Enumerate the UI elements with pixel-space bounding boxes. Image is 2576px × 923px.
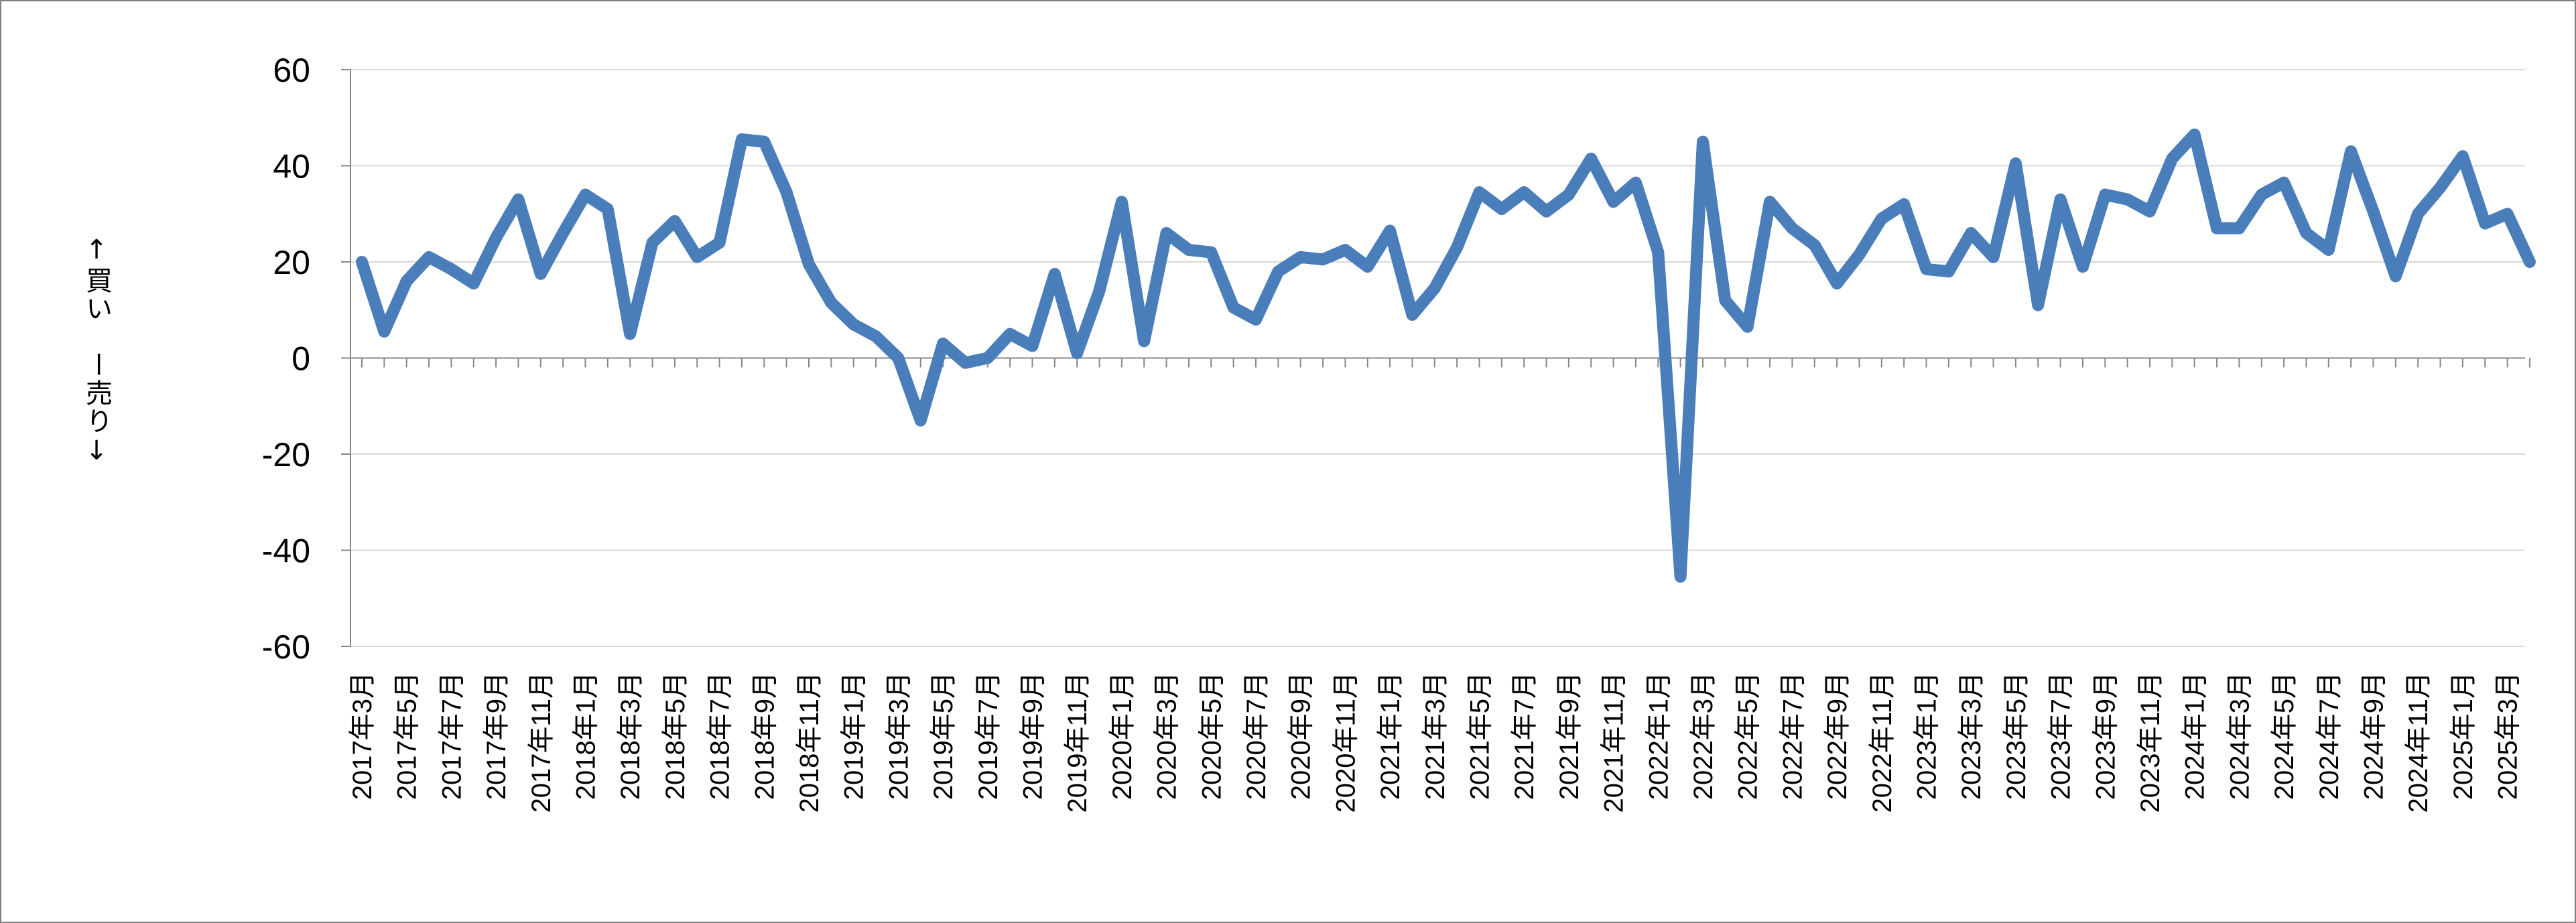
axes — [341, 69, 2530, 647]
y-tick-label: -20 — [262, 436, 310, 474]
x-tick-label: 2023年1月 — [1913, 672, 1942, 800]
x-tick-label: 2021年7月 — [1510, 672, 1539, 800]
y-tick-label: 60 — [273, 52, 310, 89]
y-tick-label: -40 — [262, 532, 310, 570]
x-tick-label: 2025年3月 — [2494, 672, 2523, 800]
y-tick-label: 20 — [273, 244, 310, 281]
x-tick-label: 2024年9月 — [2360, 672, 2389, 800]
x-tick-label: 2024年11月 — [2404, 672, 2433, 813]
x-tick-label: 2024年3月 — [2225, 672, 2254, 800]
x-tick-label: 2020年1月 — [1108, 672, 1137, 800]
x-tick-label: 2022年9月 — [1823, 672, 1852, 800]
x-tick-label: 2021年11月 — [1600, 672, 1629, 813]
x-tick-label: 2024年7月 — [2315, 672, 2344, 800]
x-tick-label: 2019年7月 — [974, 672, 1003, 800]
x-tick-label: 2017年9月 — [482, 672, 511, 800]
x-tick-label: 2018年9月 — [750, 672, 779, 800]
x-tick-label: 2019年9月 — [1019, 672, 1048, 800]
x-tick-label: 2023年5月 — [2002, 672, 2031, 800]
x-tick-label: 2018年1月 — [572, 672, 601, 800]
x-tick-label: 2022年1月 — [1644, 672, 1673, 800]
x-tick-label: 2023年3月 — [1957, 672, 1986, 800]
x-tick-label: 2022年7月 — [1778, 672, 1807, 800]
x-tick-label: 2024年1月 — [2181, 672, 2210, 800]
x-tick-label: 2025年1月 — [2449, 672, 2478, 800]
y-tick-label: 40 — [273, 148, 310, 186]
x-tick-label: 2021年1月 — [1376, 672, 1405, 800]
x-tick-label: 2017年3月 — [348, 672, 377, 800]
x-tick-label: 2020年5月 — [1197, 672, 1226, 800]
x-tick-label: 2020年9月 — [1287, 672, 1316, 800]
x-tick-label: 2021年9月 — [1555, 672, 1584, 800]
x-tick-label: 2023年9月 — [2091, 672, 2120, 800]
x-tick-label: 2022年3月 — [1689, 672, 1718, 800]
x-tick-label: 2023年7月 — [2047, 672, 2076, 800]
series — [356, 128, 2536, 583]
x-tick-label: 2023年11月 — [2136, 672, 2165, 813]
x-tick-label: 2019年5月 — [929, 672, 958, 800]
x-tick-label: 2018年11月 — [795, 672, 824, 813]
x-tick-label: 2022年11月 — [1868, 672, 1897, 813]
x-tick-label: 2020年11月 — [1331, 672, 1360, 813]
x-tick-label: 2018年5月 — [661, 672, 690, 800]
x-tick-label: 2017年7月 — [437, 672, 466, 800]
y-axis-title-text: ↑買い ー売り↓ — [81, 234, 112, 468]
y-axis-title: ↑買い ー売り↓ — [77, 234, 131, 489]
x-tick-label: 2019年1月 — [840, 672, 869, 800]
x-tick-label: 2019年11月 — [1063, 672, 1092, 813]
x-tick-label: 2022年5月 — [1734, 672, 1763, 800]
x-tick-label: 2017年5月 — [393, 672, 422, 800]
x-tick-label: 2021年3月 — [1421, 672, 1450, 800]
series-line — [356, 128, 2536, 583]
x-tick-labels: 2017年3月 2017年5月 2017年7月 2017年9月 2017年11月 2018… — [348, 672, 2523, 813]
x-tick-label: 2020年3月 — [1153, 672, 1182, 800]
x-tick-label: 2018年3月 — [616, 672, 645, 800]
y-tick-label: -60 — [262, 628, 310, 666]
y-tick-labels: 60 40 20 0 -20 -40 -60 — [262, 52, 310, 666]
x-tick-label: 2017年11月 — [527, 672, 556, 813]
x-tick-label: 2019年3月 — [884, 672, 913, 800]
x-tick-label: 2024年5月 — [2270, 672, 2299, 800]
y-tick-label: 0 — [292, 340, 310, 378]
x-tick-label: 2020年7月 — [1242, 672, 1271, 800]
x-tick-label: 2021年5月 — [1466, 672, 1495, 800]
x-tick-label: 2018年7月 — [706, 672, 735, 800]
